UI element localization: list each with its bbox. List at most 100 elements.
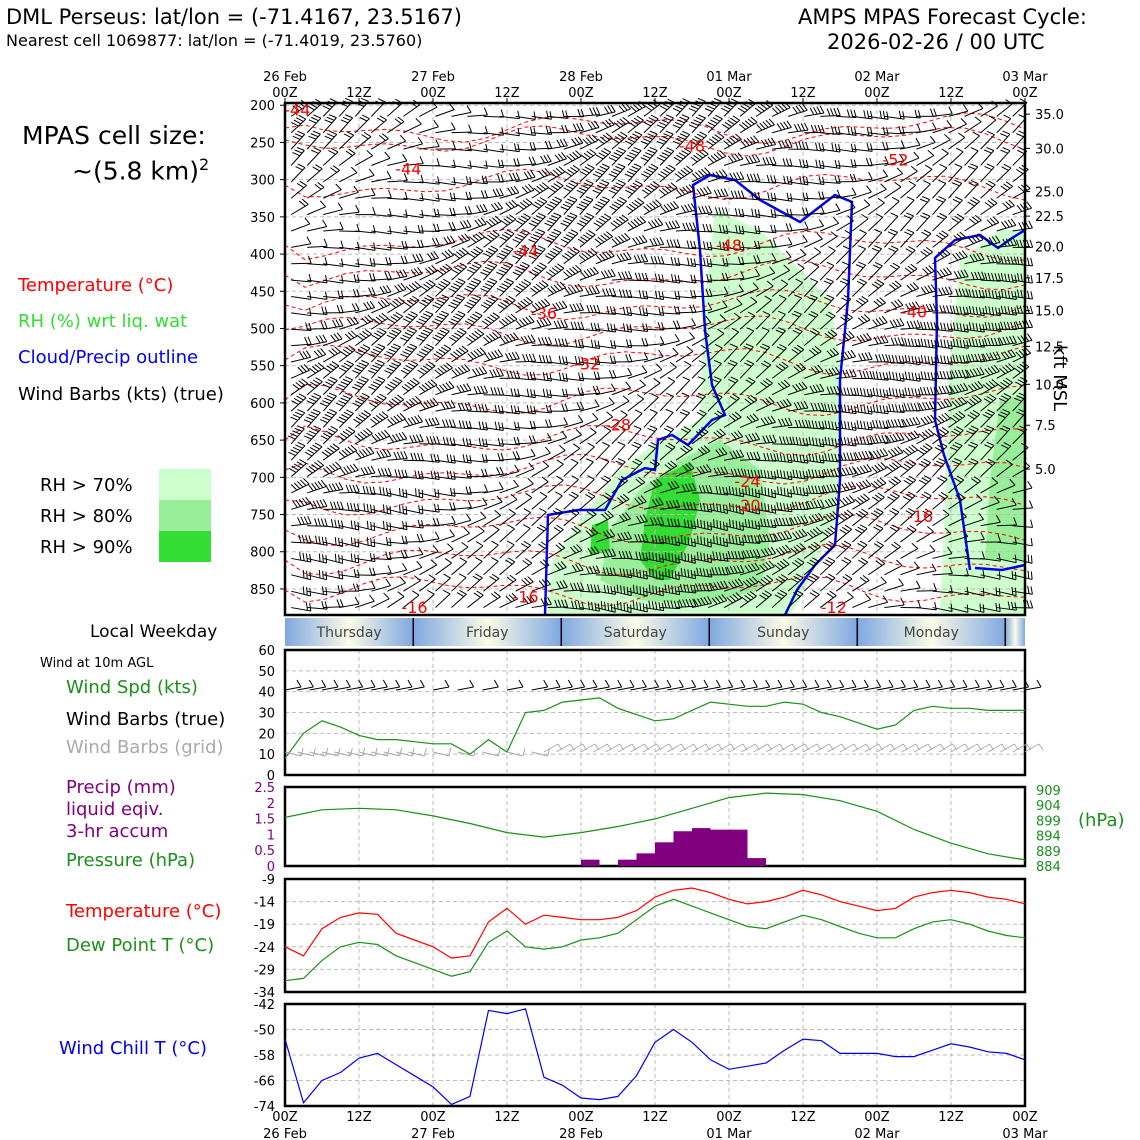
barb-flag <box>657 173 666 179</box>
barb-flag <box>786 176 790 185</box>
wind-barb-63 <box>563 122 585 134</box>
barb-flag <box>428 361 436 367</box>
barb-flag <box>430 453 434 462</box>
barb-flag <box>360 346 368 352</box>
barb-flag <box>388 189 392 198</box>
barb-flag <box>466 383 472 391</box>
barb-flag <box>876 279 885 285</box>
barb-flag <box>1026 305 1030 314</box>
barb-flag <box>611 203 620 209</box>
barb-flag <box>565 110 569 119</box>
barb-flag <box>608 288 613 296</box>
barb-flag <box>526 404 530 414</box>
barb-flag <box>572 151 579 159</box>
wind-barb-2 <box>322 98 338 117</box>
barb-flag <box>388 435 394 443</box>
barb-flag <box>633 219 640 226</box>
barb-staff <box>435 228 456 232</box>
barb-staff <box>852 218 869 232</box>
barb-flag <box>327 378 336 384</box>
barb-flag <box>658 138 667 143</box>
barb-flag <box>456 251 463 257</box>
barb-staff <box>996 224 1016 232</box>
barb-flag <box>624 232 631 240</box>
barb-staff <box>451 389 472 396</box>
barb-flag <box>920 417 927 425</box>
wind-barb-237 <box>403 192 424 202</box>
wind-barb-806 <box>675 376 691 396</box>
cell-size-exponent: 2 <box>199 155 210 174</box>
barb-staff <box>499 148 520 153</box>
barb-flag <box>1018 222 1023 230</box>
barb-flag <box>465 454 469 463</box>
barb-staff <box>659 117 674 134</box>
barb-flag <box>376 117 385 123</box>
isotherm-11 <box>284 484 1026 516</box>
barb-staff <box>451 148 472 152</box>
barb-flag <box>920 321 924 330</box>
barb-flag <box>805 192 809 201</box>
wind-barb-268 <box>900 180 916 199</box>
barb-flag <box>739 171 745 179</box>
barb-staff <box>322 101 338 117</box>
barb-staff <box>916 141 936 150</box>
barb-flag <box>887 231 896 236</box>
barb-flag <box>463 383 469 392</box>
barb-flag <box>425 281 434 288</box>
barb-flag <box>433 353 441 359</box>
barb-flag <box>427 253 433 261</box>
wind-barb-271 <box>948 179 963 199</box>
barb-flag <box>520 215 529 221</box>
wind-barb-31 <box>788 103 808 117</box>
wind-barb-154 <box>547 152 567 166</box>
barb-flag <box>361 412 369 418</box>
wind-barb-72 <box>705 114 723 134</box>
barb-flag <box>561 388 565 397</box>
barb-staff <box>611 121 630 134</box>
barb-flag <box>565 234 574 239</box>
barb-flag <box>694 135 702 141</box>
barb-flag <box>597 168 606 173</box>
barb-flag <box>835 203 841 211</box>
barb-flag <box>690 105 699 110</box>
barb-flag <box>388 348 397 353</box>
barb-flag <box>363 302 369 310</box>
barb-flag <box>563 187 571 192</box>
barb-flag <box>448 222 453 230</box>
barb-flag <box>634 409 643 414</box>
barb-flag <box>576 222 585 227</box>
barb-staff <box>932 199 947 215</box>
barb-staff <box>547 287 566 297</box>
legend-temperature: Temperature (°C) <box>18 275 174 296</box>
barb-staff <box>996 185 1014 199</box>
barb-flag <box>410 311 418 316</box>
barb-flag <box>663 116 672 121</box>
wind-barb-403 <box>851 229 867 248</box>
wind-barb-365 <box>980 216 1000 232</box>
barb-flag <box>480 385 485 394</box>
barb-flag <box>503 280 512 286</box>
barb-flag <box>467 318 475 323</box>
barb-staff <box>820 181 841 184</box>
barb-flag <box>665 166 673 172</box>
wind-barb-24 <box>672 98 691 117</box>
wind-barb-413 <box>1012 239 1034 248</box>
wind-barb-474 <box>512 261 530 281</box>
barb-flag <box>491 217 499 224</box>
wind-barb-521 <box>530 280 549 297</box>
barb-flag <box>550 185 559 191</box>
barb-flag <box>452 419 456 428</box>
barb-flag <box>395 433 401 441</box>
barb-staff <box>851 264 867 281</box>
barb-flag <box>535 283 543 290</box>
barb-flag <box>485 175 488 184</box>
barb-flag <box>899 153 905 162</box>
barb-flag <box>485 438 488 447</box>
barb-flag <box>420 239 424 248</box>
barb-flag <box>310 133 319 138</box>
barb-flag <box>342 378 351 383</box>
label-temperature: Temperature (°C) <box>66 901 222 922</box>
barb-staff <box>820 148 841 153</box>
barb-flag <box>313 392 322 398</box>
barb-flag <box>449 192 453 201</box>
